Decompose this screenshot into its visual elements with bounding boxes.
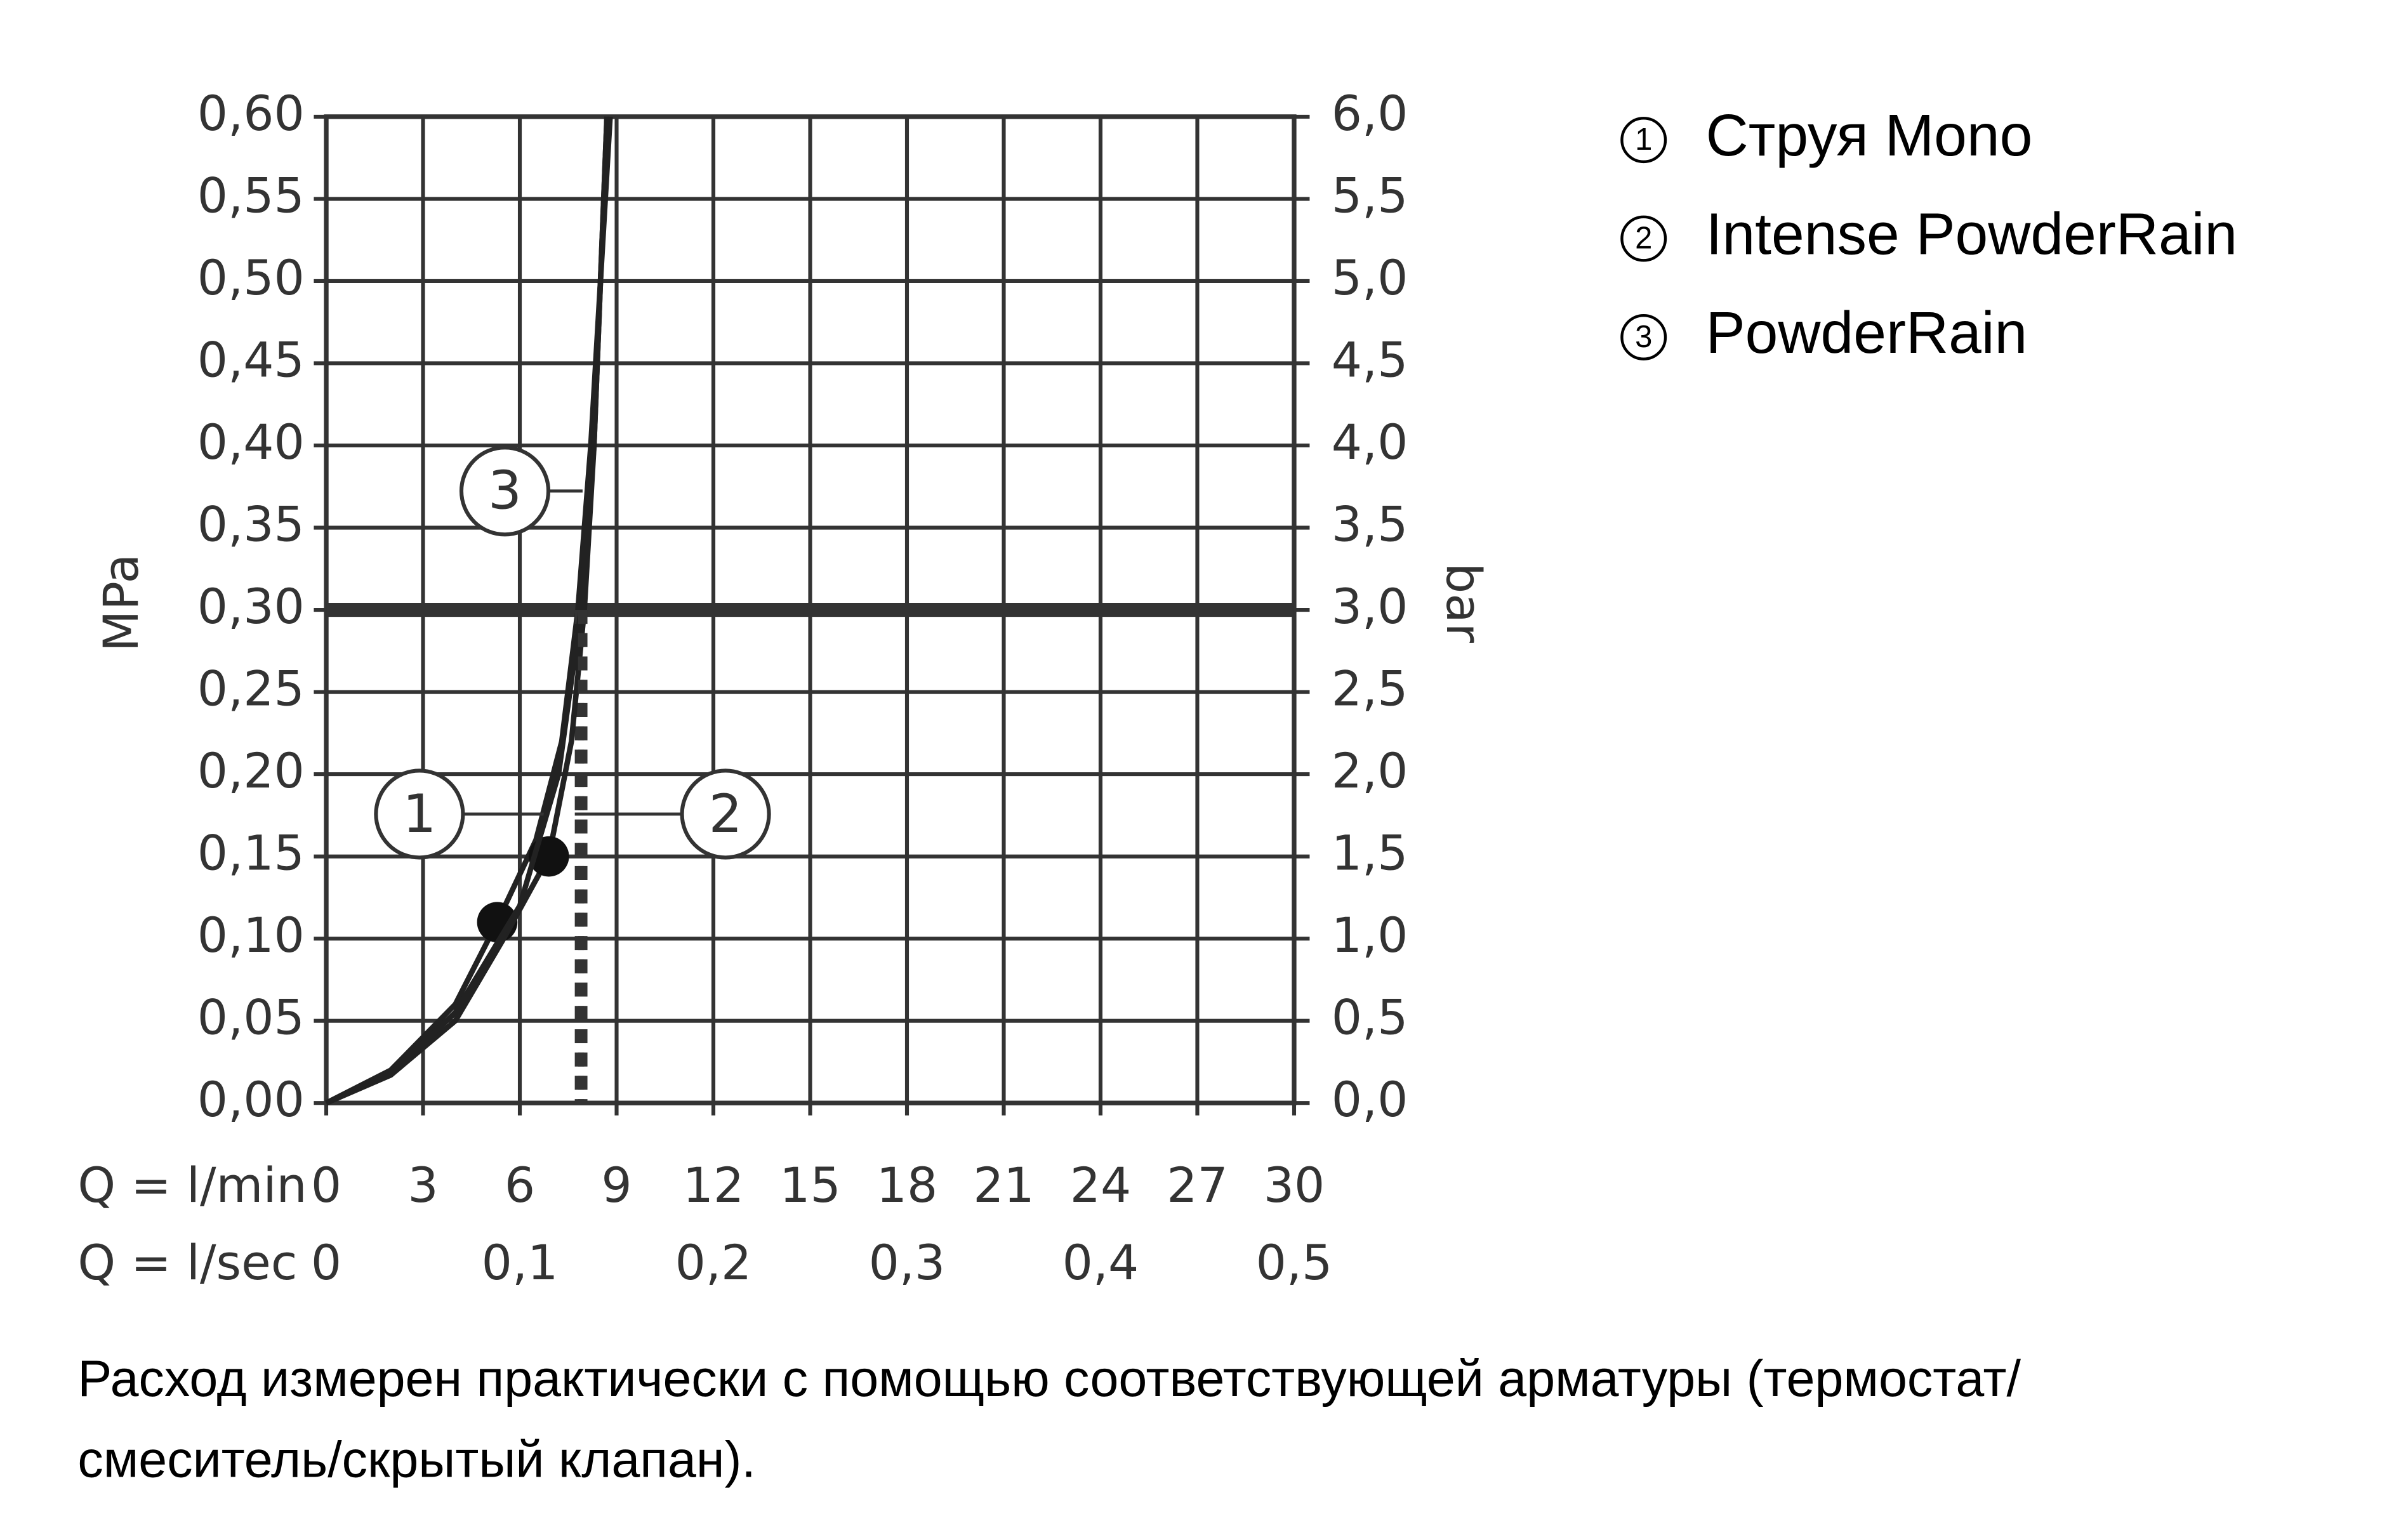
annotation-circle (459, 445, 551, 537)
legend-label: PowderRain (1706, 300, 2028, 366)
x-tick-label: 9 (601, 1157, 632, 1213)
x-tick-label: 27 (1167, 1157, 1228, 1213)
x-tick-label: 3 (407, 1157, 438, 1213)
y-tick-label: 0,25 (197, 661, 305, 717)
x2-tick-label: 0 (311, 1235, 341, 1291)
y-tick-label: 0,35 (197, 497, 305, 553)
x2-tick-label: 0,3 (869, 1235, 946, 1291)
note: Расход измерен практически с помощью соо… (77, 1350, 2021, 1407)
legend-symbol (1620, 215, 1667, 262)
y-tick-label: 0,10 (197, 907, 305, 963)
y2-tick-label: 5,5 (1332, 168, 1408, 223)
note: смеситель/скрытый клапан). (77, 1431, 755, 1488)
y-tick-label: 0,60 (197, 86, 305, 142)
x-tick-label: 12 (683, 1157, 744, 1213)
annotation-label: 3 (488, 460, 522, 522)
y-tick-label: 0,20 (197, 743, 305, 799)
series-line (325, 116, 613, 1106)
annotation-circle (680, 768, 771, 860)
legend-symbol-label: 1 (1635, 122, 1652, 157)
x-tick-label: 15 (779, 1157, 841, 1213)
x2-axis-title: Q = l/sec (77, 1235, 297, 1291)
y-axis-title: MPa (93, 554, 149, 652)
y2-tick-label: 3,5 (1332, 497, 1408, 553)
y2-tick-label: 0,0 (1332, 1072, 1408, 1128)
y2-tick-label: 2,0 (1332, 743, 1408, 799)
y2-tick-label: 4,0 (1332, 414, 1408, 470)
legend-symbol-label: 2 (1635, 221, 1652, 255)
y-tick-label: 0,05 (197, 990, 305, 1046)
x2-tick-label: 0,1 (482, 1235, 559, 1291)
x-axis-title: Q = l/min (77, 1157, 307, 1213)
y-tick-label: 0,00 (197, 1072, 305, 1128)
y2-axis-title: bar (1436, 563, 1492, 643)
legend-symbol (1620, 117, 1667, 164)
y-tick-label: 0,40 (197, 414, 305, 470)
x-tick-label: 6 (505, 1157, 535, 1213)
x2-tick-label: 0,5 (1256, 1235, 1333, 1291)
annotation-label: 2 (709, 783, 743, 845)
y2-tick-label: 1,5 (1332, 826, 1408, 881)
legend-label: Intense PowderRain (1706, 201, 2238, 267)
y2-tick-label: 5,0 (1332, 250, 1408, 306)
y-tick-label: 0,45 (197, 332, 305, 388)
annotation-circle (374, 768, 465, 860)
x-tick-label: 21 (973, 1157, 1035, 1213)
x-tick-label: 30 (1264, 1157, 1325, 1213)
x2-tick-label: 0,4 (1062, 1235, 1139, 1291)
annotation-label: 1 (402, 783, 436, 845)
y2-tick-label: 3,0 (1332, 579, 1408, 635)
x2-tick-label: 0,2 (675, 1235, 752, 1291)
y-tick-label: 0,55 (197, 168, 305, 223)
y-tick-label: 0,50 (197, 250, 305, 306)
y-tick-label: 0,15 (197, 826, 305, 881)
x-tick-label: 0 (311, 1157, 341, 1213)
legend-symbol (1620, 314, 1667, 360)
y2-tick-label: 4,5 (1332, 332, 1408, 388)
y2-tick-label: 2,5 (1332, 661, 1408, 717)
legend-symbol-label: 3 (1635, 320, 1652, 354)
y-tick-label: 0,30 (197, 579, 305, 635)
y2-tick-label: 6,0 (1332, 86, 1408, 142)
x-tick-label: 24 (1070, 1157, 1132, 1213)
y2-tick-label: 0,5 (1332, 990, 1408, 1046)
legend-label: Струя Mono (1706, 102, 2033, 168)
y2-tick-label: 1,0 (1332, 907, 1408, 963)
x-tick-label: 18 (877, 1157, 938, 1213)
